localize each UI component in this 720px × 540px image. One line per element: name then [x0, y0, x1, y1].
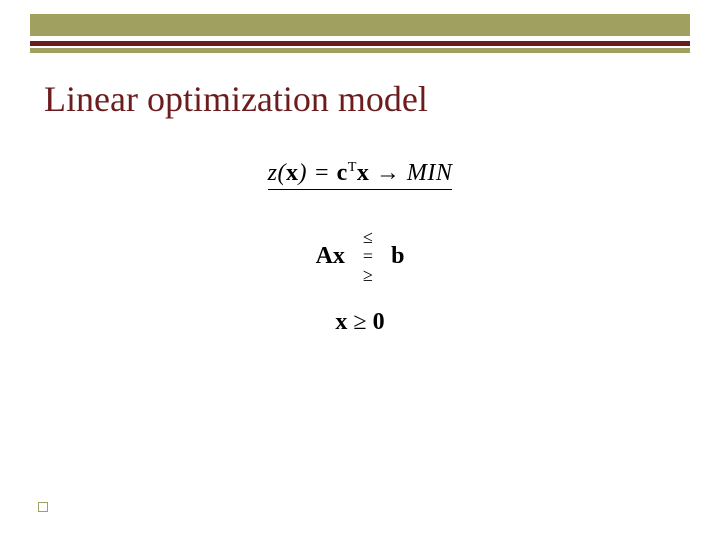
min-label: MIN: [407, 160, 453, 186]
math-content: z(x) = cTx → MIN Ax ≤ = ≥ b x ≥ 0: [0, 160, 720, 336]
c-vec: c: [337, 160, 348, 186]
relation-stack: ≤ = ≥: [363, 228, 373, 285]
footer-bullet-icon: [38, 502, 48, 512]
page-title: Linear optimization model: [44, 78, 428, 120]
paren-close: ): [298, 160, 307, 186]
ge-nonneg: ≥: [347, 309, 372, 335]
transpose: T: [348, 160, 357, 175]
x-nonneg: x: [335, 309, 347, 335]
arrow: →: [369, 160, 407, 186]
constraint-row: Ax ≤ = ≥ b: [0, 228, 720, 285]
header-band: [30, 14, 690, 36]
ax-term: Ax: [316, 243, 345, 270]
eq-symbol: =: [363, 247, 373, 266]
header-stripe-olive: [30, 48, 690, 53]
x-vec-1: x: [286, 160, 299, 186]
z-var: z: [268, 160, 278, 186]
b-vec: b: [391, 243, 404, 270]
header-stripe-dark: [30, 41, 690, 46]
paren-open: (: [277, 160, 286, 186]
ge-symbol: ≥: [363, 266, 373, 285]
zero: 0: [373, 309, 385, 335]
objective-function: z(x) = cTx → MIN: [268, 160, 453, 190]
nonneg-constraint: x ≥ 0: [0, 309, 720, 336]
equals-sign: =: [307, 160, 337, 186]
x-vec-2: x: [357, 160, 370, 186]
le-symbol: ≤: [363, 228, 373, 247]
